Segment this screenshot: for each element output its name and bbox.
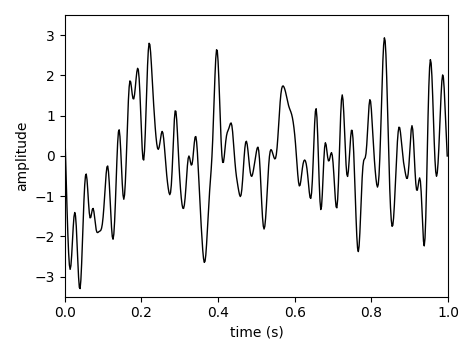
Y-axis label: amplitude: amplitude xyxy=(15,121,29,191)
X-axis label: time (s): time (s) xyxy=(229,326,283,340)
